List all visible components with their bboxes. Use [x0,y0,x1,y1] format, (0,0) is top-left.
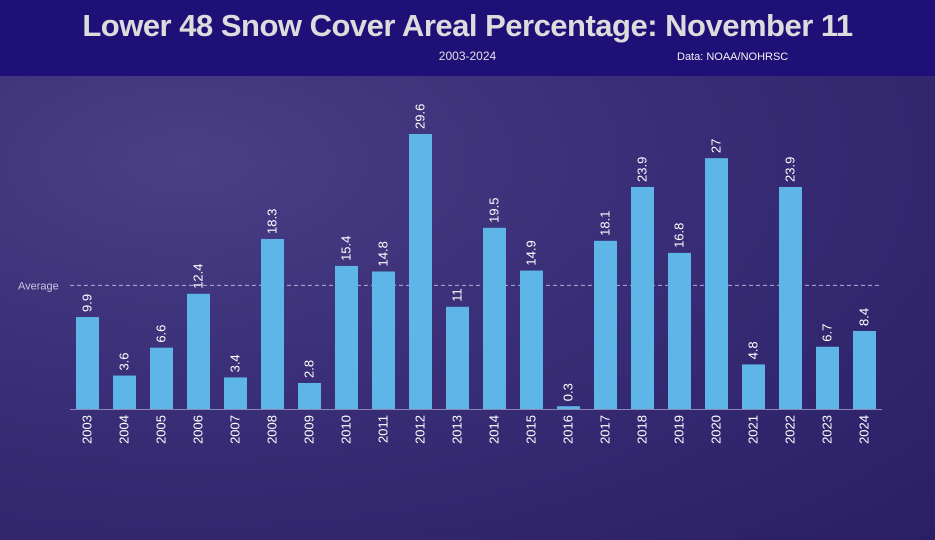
data-label-2019: 16.8 [672,223,687,248]
x-tick-label-2010: 2010 [339,415,354,444]
x-tick-label-2007: 2007 [228,415,243,444]
bar-2008 [261,238,284,409]
bar-2003 [76,317,99,409]
data-source: Data: NOAA/NOHRSC [677,51,789,63]
data-label-2007: 3.4 [228,354,243,372]
x-tick-label-2009: 2009 [302,415,317,444]
bar-2006 [187,293,210,409]
chart-title: Lower 48 Snow Cover Areal Percentage: No… [82,8,853,43]
data-label-2010: 15.4 [339,236,354,261]
x-tick-label-2021: 2021 [746,415,761,444]
data-label-2024: 8.4 [857,308,872,326]
data-label-2018: 23.9 [635,157,650,182]
bar-2007 [224,377,247,409]
data-label-2023: 6.7 [820,324,835,342]
data-label-2003: 9.9 [80,294,95,312]
bar-2023 [816,346,839,409]
bar-2014 [483,227,506,409]
x-tick-label-2017: 2017 [598,415,613,444]
data-label-2017: 18.1 [598,211,613,236]
bar-2020 [705,158,728,409]
x-tick-label-2013: 2013 [450,415,465,444]
bar-2015 [520,270,543,409]
data-label-2005: 6.6 [154,325,169,343]
average-label: Average [18,280,59,292]
data-label-2016: 0.3 [561,383,576,401]
data-label-2014: 19.5 [487,198,502,223]
data-label-2012: 29.6 [413,104,428,129]
bar-2019 [668,252,691,409]
data-label-2013: 11 [450,288,465,302]
x-tick-label-2014: 2014 [487,415,502,444]
data-label-2020: 27 [709,139,724,153]
x-tick-label-2006: 2006 [191,415,206,444]
x-tick-label-2004: 2004 [117,415,132,444]
bar-2011 [372,271,395,409]
data-label-2009: 2.8 [302,360,317,378]
chart-header: Lower 48 Snow Cover Areal Percentage: No… [0,0,935,76]
bar-2009 [298,382,321,409]
chart-subtitle: 2003-2024 [438,49,497,63]
data-label-2006: 12.4 [191,263,206,288]
bar-2013 [446,306,469,409]
data-label-2011: 14.8 [376,241,391,266]
data-label-2004: 3.6 [117,352,132,370]
bar-2018 [631,186,654,409]
data-label-2008: 18.3 [265,209,280,234]
bar-2012 [409,134,432,409]
bar-2016 [557,406,580,409]
x-tick-label-2015: 2015 [524,415,539,444]
bar-2021 [742,364,765,409]
x-tick-label-2005: 2005 [154,415,169,444]
x-tick-label-2003: 2003 [80,415,95,444]
bar-2005 [150,347,173,409]
data-label-2021: 4.8 [746,341,761,359]
bar-2022 [779,186,802,409]
x-tick-label-2016: 2016 [561,415,576,444]
bar-2024 [853,330,876,409]
x-tick-label-2024: 2024 [857,415,872,444]
x-tick-label-2020: 2020 [709,415,724,444]
x-tick-label-2023: 2023 [820,415,835,444]
x-tick-label-2019: 2019 [672,415,687,444]
x-tick-label-2022: 2022 [783,415,798,444]
x-tick-label-2008: 2008 [265,415,280,444]
bar-2017 [594,240,617,409]
bar-2010 [335,265,358,409]
data-label-2022: 23.9 [783,157,798,182]
bar-2004 [113,375,136,409]
x-tick-label-2012: 2012 [413,415,428,444]
data-label-2015: 14.9 [524,240,539,265]
x-tick-label-2011: 2011 [376,415,391,443]
x-tick-label-2018: 2018 [635,415,650,444]
